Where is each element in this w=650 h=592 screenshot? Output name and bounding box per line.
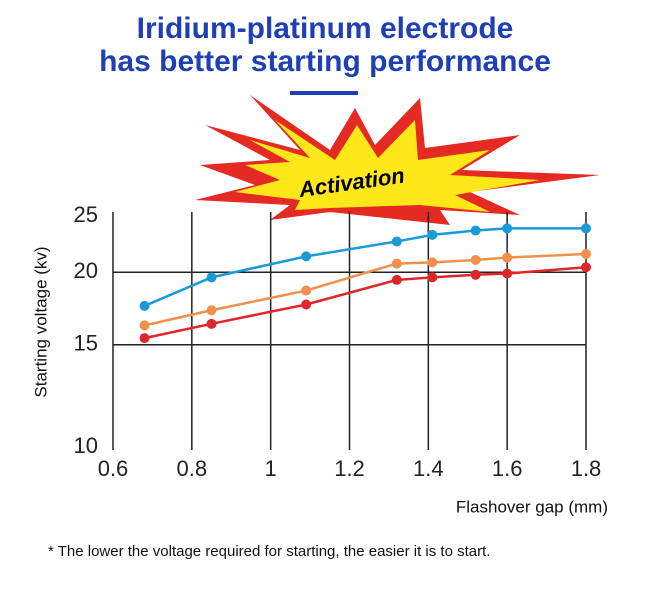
data-point: [301, 251, 312, 262]
x-tick-label: 1.4: [413, 456, 444, 481]
data-point: [391, 258, 402, 269]
y-tick-label: 15: [74, 331, 98, 356]
data-point: [427, 257, 438, 268]
data-point: [391, 274, 402, 285]
x-tick-label: 0.6: [98, 456, 129, 481]
data-point: [206, 305, 217, 316]
data-point: [301, 285, 312, 296]
y-tick-label: 10: [74, 433, 98, 458]
series-line: [144, 252, 587, 327]
y-tick-label: 25: [74, 202, 98, 227]
x-tick-label: 1.8: [571, 456, 602, 481]
data-point: [301, 299, 312, 310]
data-point: [581, 262, 591, 273]
data-point: [470, 225, 481, 236]
x-tick-label: 1.2: [334, 456, 365, 481]
data-point: [581, 223, 591, 234]
data-point: [206, 272, 217, 283]
y-tick-label: 20: [74, 258, 98, 283]
x-axis-title: Flashover gap (mm): [456, 497, 608, 516]
data-point: [427, 272, 438, 283]
data-point: [470, 269, 481, 280]
data-point: [427, 229, 438, 240]
data-point: [502, 252, 513, 263]
data-point: [206, 318, 217, 329]
title-underline: [290, 91, 358, 95]
footnote: * The lower the voltage required for sta…: [48, 543, 490, 560]
y-axis-title: Starting voltage (kv): [31, 246, 50, 397]
x-tick-label: 1: [265, 456, 277, 481]
x-tick-label: 0.8: [177, 456, 208, 481]
data-point: [139, 300, 150, 311]
x-tick-label: 1.6: [492, 456, 523, 481]
data-point: [502, 268, 513, 279]
data-point: [581, 249, 591, 260]
series-line: [144, 227, 586, 308]
chart-title: Iridium-platinum electrode: [137, 12, 514, 45]
data-point: [502, 223, 513, 234]
chart-title: has better starting performance: [99, 45, 551, 78]
starburst: [195, 95, 600, 225]
series-line: [144, 266, 587, 340]
data-point: [139, 333, 150, 344]
data-point: [391, 236, 402, 247]
data-point: [139, 320, 150, 331]
data-point: [470, 254, 481, 265]
